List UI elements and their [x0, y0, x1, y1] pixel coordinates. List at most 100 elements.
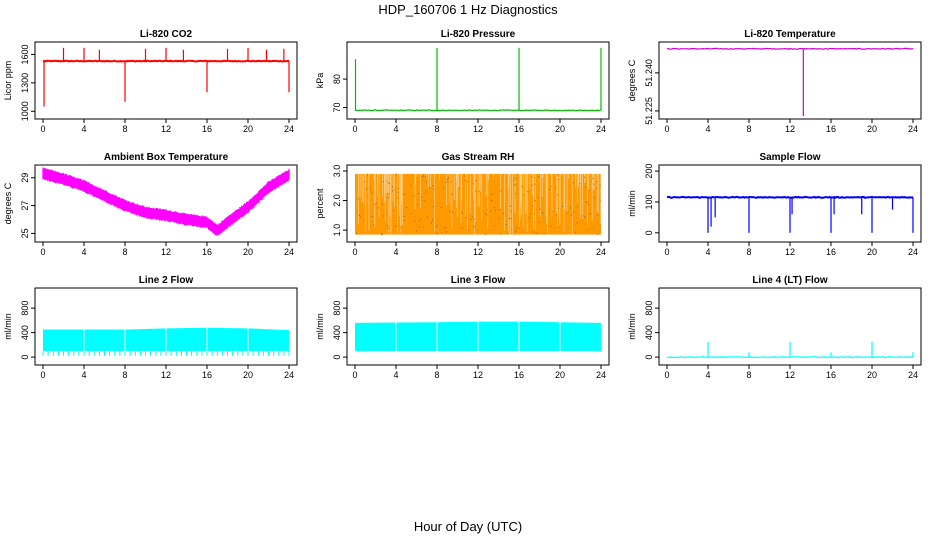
panel-frame [34, 164, 298, 243]
x-tick-label: 24 [596, 370, 606, 380]
x-tick-label: 0 [664, 247, 669, 257]
data-series [355, 173, 602, 235]
x-tick-label: 0 [664, 370, 669, 380]
x-tick-label: 12 [785, 247, 795, 257]
x-tick-label: 0 [40, 124, 45, 134]
y-tick-label: 400 [644, 325, 654, 340]
y-tick-label: 400 [20, 325, 30, 340]
x-tick-label: 16 [826, 124, 836, 134]
x-tick-label: 16 [514, 247, 524, 257]
x-tick-label: 12 [785, 370, 795, 380]
data-series [666, 195, 914, 233]
y-axis-label: ml/min [315, 313, 325, 340]
x-tick-label: 20 [243, 370, 253, 380]
y-axis-label: Licor ppm [3, 61, 13, 101]
y-tick-label: 51.240 [644, 59, 654, 87]
x-tick-label: 16 [202, 370, 212, 380]
x-tick-label: 8 [746, 124, 751, 134]
panel-2: Li-820 Pressure kPa 0 4 8 12 16 20 24 70 80 [315, 29, 610, 134]
x-tick-label: 0 [664, 124, 669, 134]
x-tick-label: 4 [393, 247, 398, 257]
panel-title: Li-820 CO2 [140, 29, 193, 40]
y-axis-label: degrees C [627, 59, 637, 101]
x-tick-label: 8 [122, 124, 127, 134]
y-tick-label: 800 [20, 301, 30, 316]
x-tick-label: 24 [284, 247, 294, 257]
y-tick-label: 70 [332, 102, 342, 112]
x-tick-label: 20 [867, 247, 877, 257]
y-tick-label: 0 [644, 355, 654, 360]
y-tick-label: 800 [332, 301, 342, 316]
x-tick-label: 8 [434, 247, 439, 257]
x-tick-label: 8 [434, 124, 439, 134]
x-tick-label: 8 [122, 370, 127, 380]
y-tick-label: 2.0 [332, 194, 342, 207]
panel-3: Li-820 Temperature degrees C 0 4 8 12 16 20 24 51… [627, 29, 922, 134]
x-tick-label: 16 [826, 247, 836, 257]
temperature-trace [42, 167, 290, 236]
x-tick-label: 24 [596, 124, 606, 134]
data-series [42, 322, 290, 356]
baseline-trace [354, 109, 602, 112]
x-tick-label: 12 [473, 370, 483, 380]
x-tick-label: 12 [473, 124, 483, 134]
x-tick-label: 24 [908, 247, 918, 257]
x-tick-label: 4 [81, 247, 86, 257]
y-tick-label: 400 [332, 325, 342, 340]
x-tick-label: 16 [514, 370, 524, 380]
panel-frame [658, 41, 922, 120]
y-tick-label: 25 [20, 228, 30, 238]
x-tick-label: 12 [473, 247, 483, 257]
panel-4: Ambient Box Temperature degrees C 0 4 8 12 16 2… [3, 152, 298, 257]
y-tick-label: 80 [332, 74, 342, 84]
x-tick-label: 20 [243, 124, 253, 134]
x-tick-label: 0 [352, 247, 357, 257]
x-tick-label: 16 [202, 247, 212, 257]
x-tick-label: 4 [393, 124, 398, 134]
y-tick-label: 27 [20, 201, 30, 211]
x-tick-label: 8 [434, 370, 439, 380]
x-tick-label: 24 [908, 370, 918, 380]
data-series [354, 47, 602, 112]
baseline-trace [666, 47, 914, 50]
x-tick-label: 20 [555, 124, 565, 134]
panel-title: Line 2 Flow [139, 275, 194, 286]
data-series [42, 47, 290, 107]
x-tick-label: 24 [284, 124, 294, 134]
x-tick-label: 0 [40, 370, 45, 380]
panel-title: Line 3 Flow [451, 275, 506, 286]
x-tick-label: 0 [40, 247, 45, 257]
panel-title: Li-820 Pressure [441, 29, 516, 40]
flow-gaps [83, 322, 249, 351]
x-tick-label: 4 [393, 370, 398, 380]
y-axis-label: degrees C [3, 182, 13, 224]
x-tick-label: 12 [785, 124, 795, 134]
panel-1: Li-820 CO2 Licor ppm 0 4 8 12 16 20 24 1000 1300 16… [3, 29, 298, 134]
y-tick-label: 3.0 [332, 165, 342, 178]
y-tick-label: 51.225 [644, 97, 654, 125]
y-tick-label: 800 [644, 301, 654, 316]
figure-title: HDP_160706 1 Hz Diagnostics [378, 2, 558, 17]
x-tick-label: 16 [202, 124, 212, 134]
data-series [666, 341, 914, 359]
flow-dips [42, 351, 290, 356]
panel-title: Ambient Box Temperature [104, 152, 229, 163]
x-tick-label: 8 [746, 247, 751, 257]
x-tick-label: 20 [555, 247, 565, 257]
panel-title: Gas Stream RH [442, 152, 515, 163]
x-tick-label: 4 [705, 370, 710, 380]
rh-points [356, 173, 601, 235]
x-tick-label: 16 [826, 370, 836, 380]
y-axis-label: ml/min [3, 313, 13, 340]
x-tick-label: 4 [705, 124, 710, 134]
x-tick-label: 4 [705, 247, 710, 257]
data-series [666, 47, 914, 116]
x-tick-label: 20 [867, 370, 877, 380]
panel-6: Sample Flow ml/min 0 4 8 12 16 20 24 0 100 200 [627, 152, 922, 257]
y-axis-label: kPa [315, 73, 325, 89]
y-axis-label: percent [315, 188, 325, 219]
y-tick-label: 100 [644, 194, 654, 209]
panel-title: Sample Flow [759, 152, 820, 163]
x-tick-label: 24 [284, 370, 294, 380]
